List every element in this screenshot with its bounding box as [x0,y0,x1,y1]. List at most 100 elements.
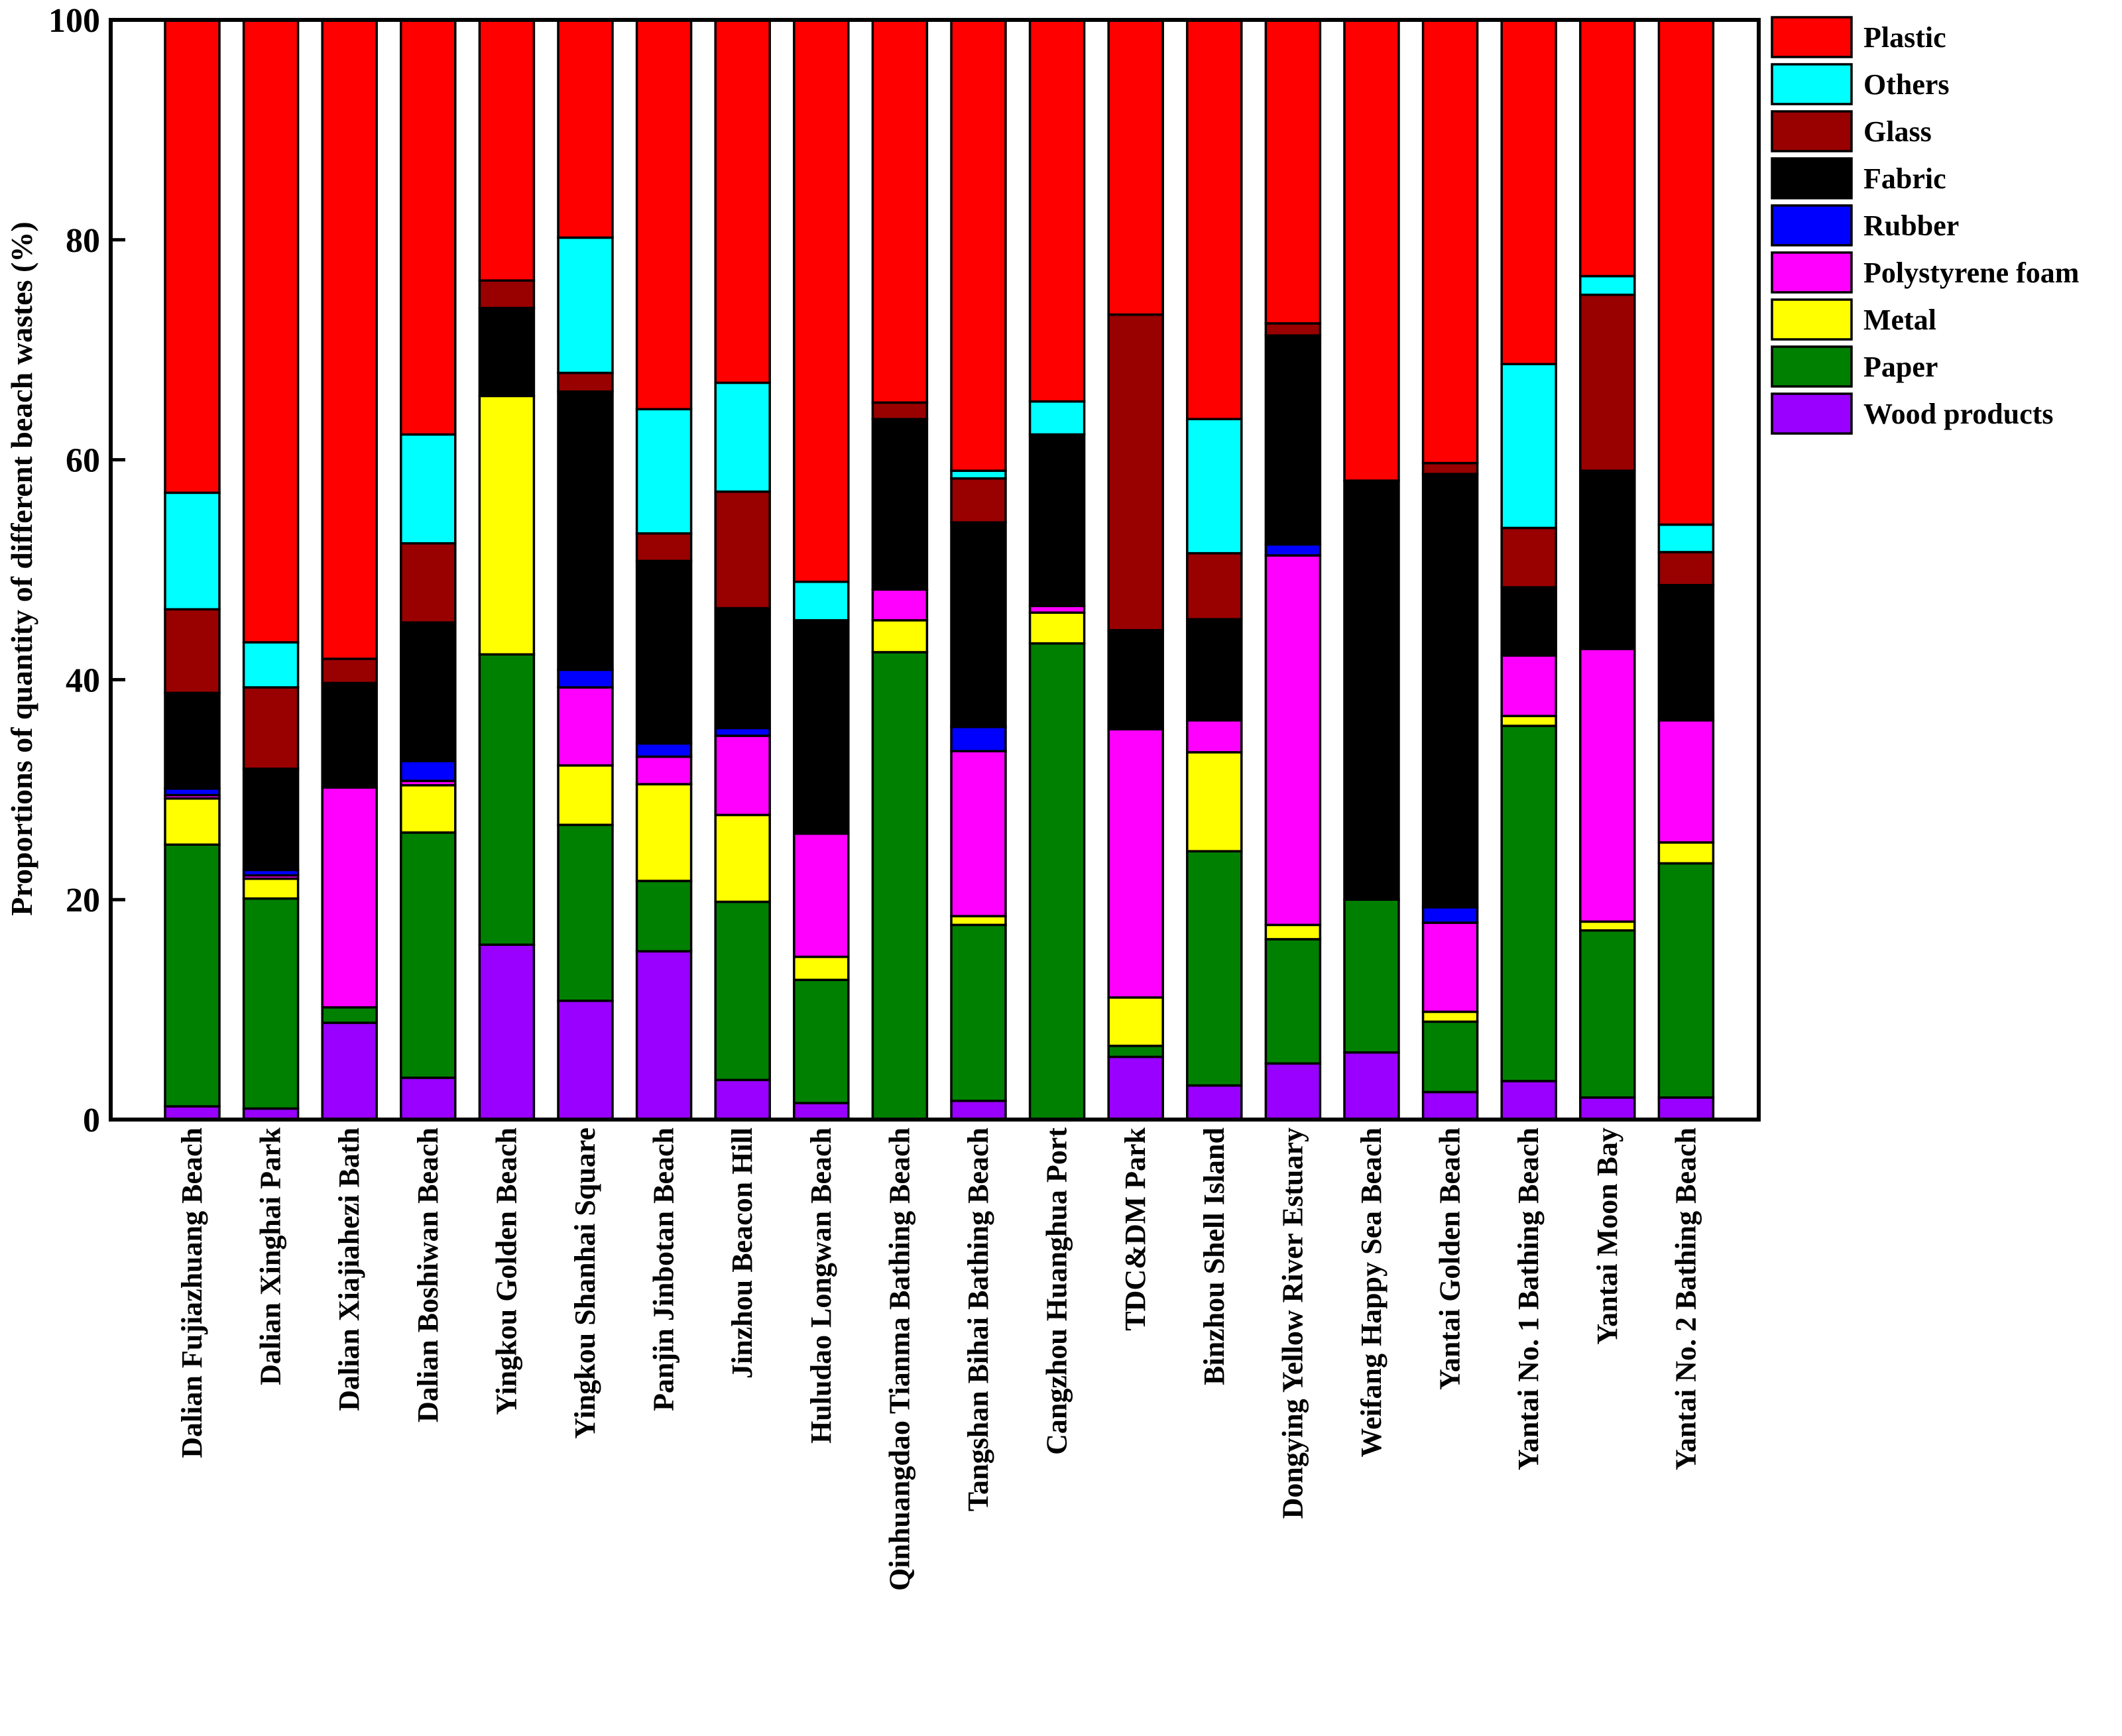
bars-layer [164,19,1715,1121]
bar-segment-wood-products-15 [1264,1062,1322,1121]
bar-segment-plastic-10 [871,19,929,404]
x-category-label-20: Yantai No. 2 Bathing Beach [1669,1128,1702,1470]
bar-segment-polystyrene-foam-9 [793,832,850,958]
x-category-label-15: Dongying Yellow River Estuary [1276,1128,1309,1519]
legend-swatch-fabric [1771,157,1853,200]
bar-segment-plastic-9 [793,19,850,583]
bar-segment-paper-8 [714,900,771,1082]
y-tick-label-20: 20 [66,882,100,919]
bar-segment-glass-6 [557,371,614,393]
x-category-label-13: TDC&DM Park [1119,1127,1151,1330]
bar-segment-glass-4 [400,542,457,624]
bar-segment-fabric-16 [1343,479,1400,901]
bar-segment-plastic-12 [1028,19,1086,403]
bar-segment-glass-1 [164,608,221,695]
bar-segment-plastic-17 [1421,19,1479,465]
bar-segment-paper-20 [1657,862,1715,1099]
bar-segment-plastic-3 [321,19,378,660]
legend-label-metal: Metal [1863,304,1936,336]
bar-segment-fabric-14 [1186,618,1243,722]
bar-segment-metal-13 [1107,996,1164,1047]
bar-segment-glass-20 [1657,551,1715,587]
bar-segment-others-8 [714,381,771,493]
bar-segment-metal-11 [950,915,1007,927]
legend-swatch-metal [1771,298,1853,341]
bar-segment-wood-products-17 [1421,1090,1479,1121]
legend-label-rubber: Rubber [1863,209,1959,242]
bar-segment-metal-2 [242,877,300,900]
bar-segment-metal-1 [164,797,221,846]
bar-segment-wood-products-4 [400,1076,457,1121]
legend-label-polystyrene-foam: Polystyrene foam [1863,257,2079,289]
legend-swatch-rubber [1771,204,1853,247]
bar-segment-polystyrene-foam-10 [871,588,929,622]
bar-segment-paper-3 [321,1006,378,1024]
x-category-label-1: Dalian Fujiazhuang Beach [176,1128,208,1458]
bar-segment-wood-products-14 [1186,1084,1243,1121]
bar-segment-others-12 [1028,400,1086,436]
bar-segment-glass-13 [1107,313,1164,632]
bar-segment-paper-11 [950,923,1007,1102]
bar-segment-metal-12 [1028,611,1086,645]
bar-segment-metal-9 [793,955,850,982]
x-category-label-3: Dalian Xiajiahezi Bath [333,1128,365,1411]
y-tick-label-100: 100 [48,2,100,40]
bar-segment-polystyrene-foam-8 [714,734,771,817]
bar-segment-plastic-16 [1343,19,1400,482]
bar-segment-fabric-4 [400,621,457,762]
bar-segment-fabric-18 [1500,586,1557,657]
bar-segment-paper-6 [557,823,614,1002]
bar-segment-fabric-6 [557,390,614,671]
bar-segment-others-7 [635,408,693,535]
bar-segment-metal-20 [1657,841,1715,865]
bar-segment-plastic-11 [950,19,1007,472]
bar-segment-rubber-7 [635,742,693,758]
bar-segment-plastic-2 [242,19,300,644]
bar-segment-metal-18 [1500,715,1557,727]
bar-segment-wood-products-8 [714,1078,771,1121]
bar-segment-others-9 [793,580,850,622]
bar-segment-glass-18 [1500,526,1557,589]
bar-segment-fabric-15 [1264,334,1322,546]
bar-segment-metal-5 [478,394,536,656]
bar-segment-metal-7 [635,783,693,882]
bar-segment-glass-19 [1579,294,1636,472]
bar-segment-paper-13 [1107,1045,1164,1059]
y-axis-label: Proportions of quantity of different bea… [5,221,38,915]
plot-frame [109,18,1761,1122]
x-category-label-16: Weifang Happy Sea Beach [1355,1128,1387,1458]
bar-segment-polystyrene-foam-7 [635,755,693,785]
bar-segment-fabric-8 [714,607,771,730]
legend-swatch-paper [1771,345,1853,388]
legend-label-paper: Paper [1863,351,1938,383]
bar-segment-fabric-19 [1579,469,1636,650]
bar-segment-others-6 [557,236,614,375]
bar-segment-paper-1 [164,843,221,1108]
bar-segment-paper-7 [635,880,693,953]
bar-segment-others-19 [1579,274,1636,296]
legend-label-others: Others [1863,68,1950,101]
bar-segment-fabric-2 [242,768,300,872]
bar-segment-fabric-9 [793,619,850,835]
bar-segment-wood-products-19 [1579,1096,1636,1121]
bar-segment-paper-2 [242,897,300,1110]
bar-segment-paper-16 [1343,898,1400,1054]
x-category-label-4: Dalian Boshiwan Beach [412,1128,444,1422]
bar-segment-wood-products-9 [793,1102,850,1121]
x-category-label-14: Binzhou Shell Island [1198,1128,1230,1385]
bar-segment-fabric-13 [1107,628,1164,730]
bar-segment-polystyrene-foam-13 [1107,728,1164,999]
x-category-label-10: Qinhuangdao Tianma Bathing Beach [883,1128,915,1591]
legend-label-fabric: Fabric [1863,162,1946,195]
bar-segment-rubber-11 [950,725,1007,752]
bar-segment-fabric-3 [321,681,378,789]
legend-swatch-glass [1771,110,1853,152]
bar-segment-wood-products-13 [1107,1055,1164,1121]
bar-segment-wood-products-7 [635,950,693,1121]
bar-segment-glass-11 [950,477,1007,524]
bar-segment-glass-10 [871,401,929,420]
bar-segment-fabric-5 [478,306,536,398]
bar-segment-metal-17 [1421,1010,1479,1023]
bar-segment-others-4 [400,433,457,545]
